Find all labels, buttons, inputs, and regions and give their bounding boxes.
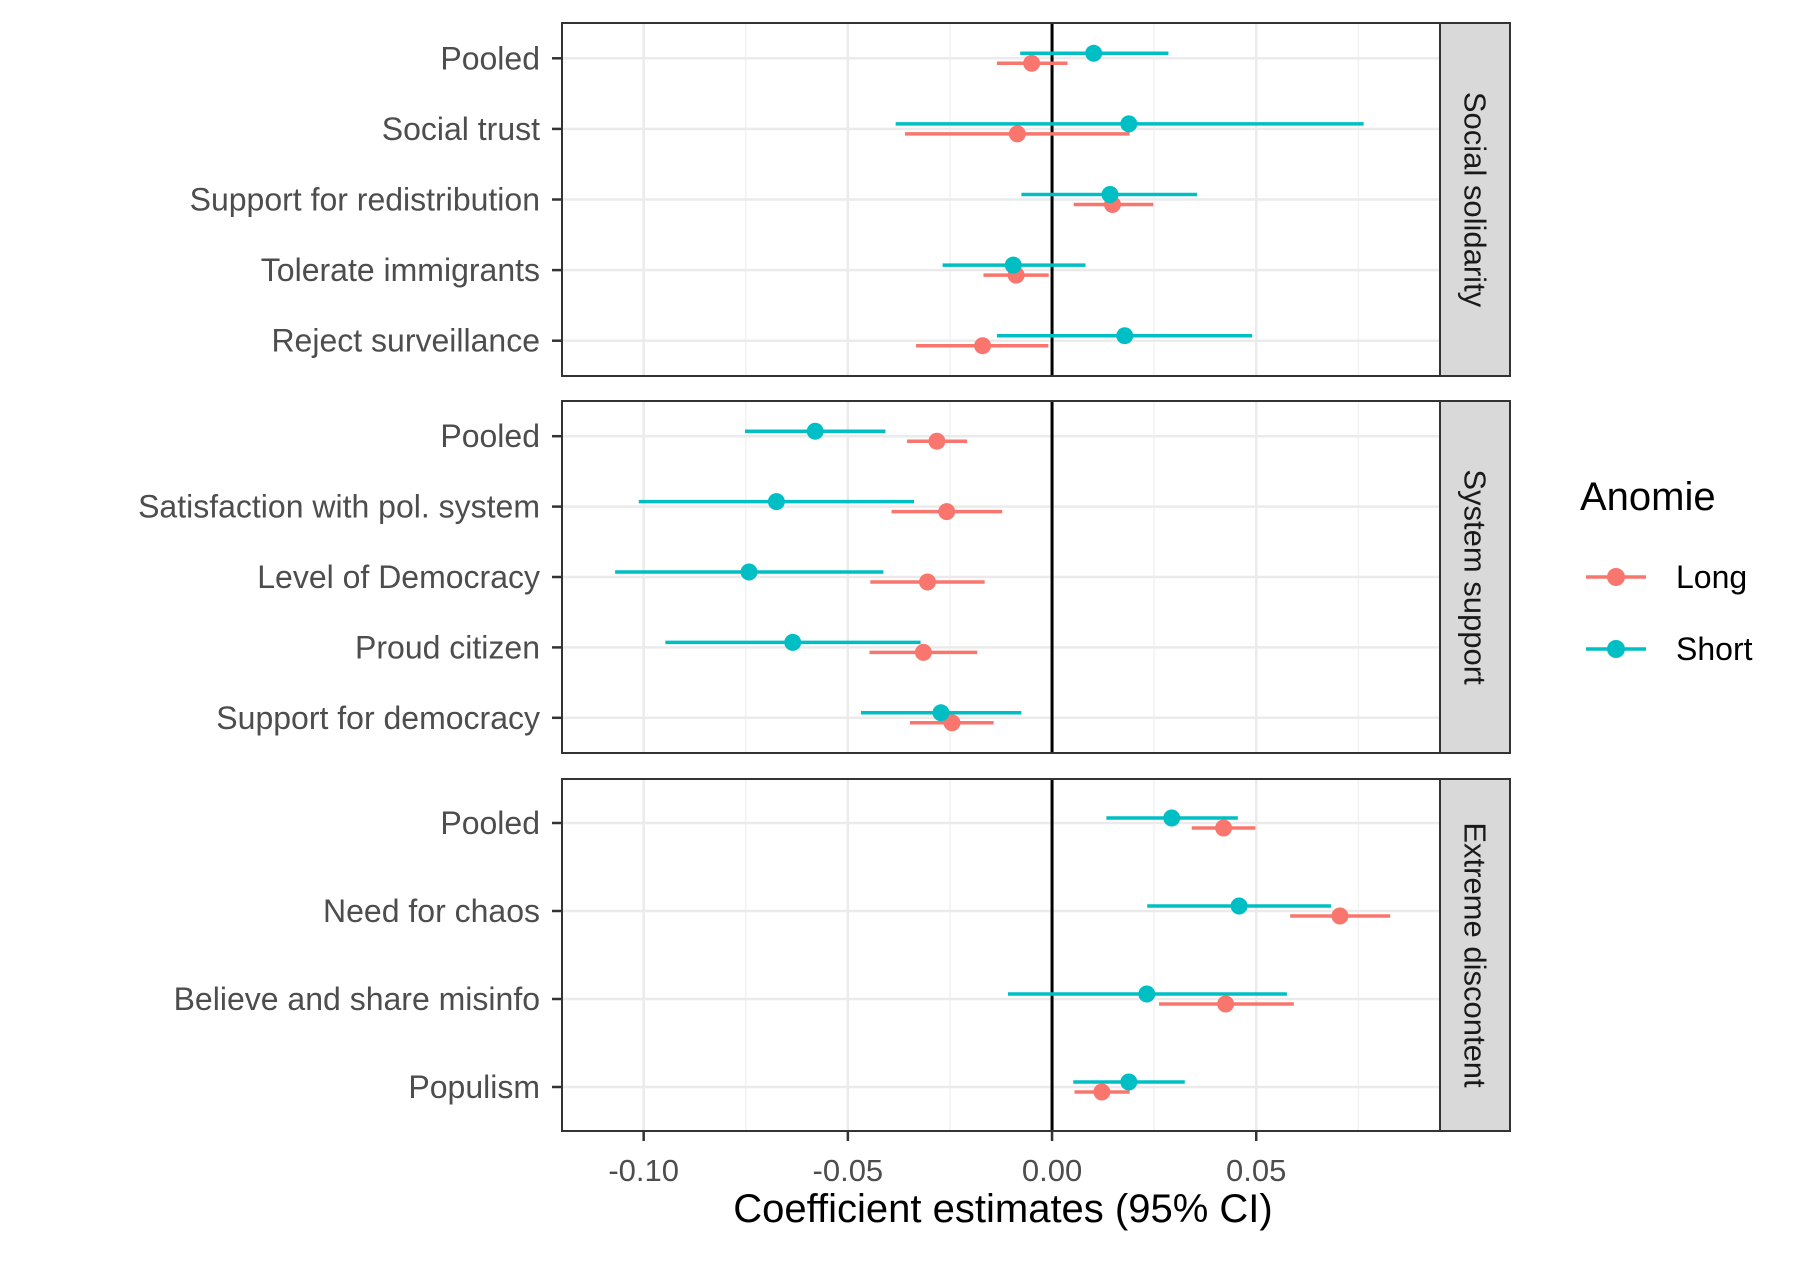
x-tick-label-0-00: 0.00 — [1022, 1153, 1082, 1188]
series-short — [1007, 809, 1331, 1091]
estimate-point-long-satisfaction-with-pol-system — [938, 503, 956, 521]
category-label-support-for-democracy: Support for democracy — [216, 700, 540, 736]
category-label-satisfaction-with-pol-system: Satisfaction with pol. system — [138, 489, 540, 525]
estimate-point-short-pooled — [806, 422, 824, 440]
facet-strip — [1439, 400, 1511, 754]
estimate-point-long-need-for-chaos — [1331, 907, 1349, 925]
estimate-point-short-pooled — [1085, 44, 1103, 62]
category-label-proud-citizen: Proud citizen — [355, 629, 540, 665]
estimate-point-long-reject-surveillance — [974, 337, 992, 355]
category-label-pooled: Pooled — [440, 805, 540, 841]
estimate-point-long-believe-and-share-misinfo — [1217, 995, 1235, 1013]
x-axis-title: Coefficient estimates (95% CI) — [733, 1187, 1272, 1231]
estimate-point-short-need-for-chaos — [1230, 897, 1248, 915]
series-long — [869, 432, 1003, 732]
estimate-point-short-support-for-democracy — [932, 704, 950, 722]
legend-key-point — [1607, 640, 1625, 658]
x-tick-label-0-10: -0.10 — [608, 1153, 679, 1188]
estimate-point-long-pooled — [928, 432, 946, 450]
estimate-point-long-support-for-democracy — [943, 714, 961, 732]
estimate-point-long-level-of-democracy — [918, 573, 936, 591]
facet-strip — [1439, 22, 1511, 377]
category-label-level-of-democracy: Level of Democracy — [257, 559, 540, 595]
estimate-point-short-believe-and-share-misinfo — [1138, 985, 1156, 1003]
facet-strip — [1439, 778, 1511, 1132]
estimate-point-short-pooled — [1163, 809, 1181, 827]
x-tick-label-0-05: 0.05 — [1226, 1153, 1286, 1188]
series-short — [895, 44, 1364, 345]
category-label-need-for-chaos: Need for chaos — [323, 893, 540, 929]
panels-layer: Pooled Social trust Support for redistribu… — [138, 22, 1511, 1132]
category-label-populism: Populism — [408, 1069, 540, 1105]
series-long — [1074, 819, 1391, 1101]
estimate-point-short-level-of-democracy — [740, 563, 758, 581]
legend-entry-long: Long — [1586, 559, 1747, 595]
x-tick-label-0-05: -0.05 — [813, 1153, 884, 1188]
facet-panel-social-solidarity: Pooled Social trust Support for redistribu… — [190, 22, 1511, 377]
legend-label-long: Long — [1676, 559, 1747, 595]
estimate-point-long-proud-citizen — [914, 643, 932, 661]
series-short — [615, 422, 1022, 722]
facet-strip-label-social-solidarity: Social solidarity — [1458, 92, 1493, 308]
facet-panel-extreme-discontent: Pooled Need for chaos Believe and share mi… — [174, 778, 1511, 1132]
facet-strip-label-extreme-discontent: Extreme discontent — [1458, 822, 1493, 1088]
category-label-pooled: Pooled — [440, 40, 540, 76]
category-label-support-for-redistribution: Support for redistribution — [190, 182, 540, 218]
panel-background — [562, 779, 1440, 1131]
estimate-point-long-social-trust — [1008, 125, 1026, 143]
estimate-point-short-populism — [1120, 1073, 1138, 1091]
category-label-believe-and-share-misinfo: Believe and share misinfo — [174, 981, 540, 1017]
estimate-point-long-populism — [1093, 1083, 1111, 1101]
facet-panel-system-support: Pooled Satisfaction with pol. system Level… — [138, 400, 1511, 754]
category-label-social-trust: Social trust — [382, 111, 540, 147]
category-label-tolerate-immigrants: Tolerate immigrants — [261, 252, 540, 288]
estimate-point-long-pooled — [1215, 819, 1233, 837]
legend-title: Anomie — [1580, 475, 1716, 519]
estimate-point-long-pooled — [1023, 54, 1041, 72]
x-axis: -0.10 -0.05 0.00 0.05 — [608, 1131, 1286, 1188]
estimate-point-short-tolerate-immigrants — [1004, 256, 1022, 274]
category-label-pooled: Pooled — [440, 418, 540, 454]
estimate-point-short-satisfaction-with-pol-system — [767, 493, 785, 511]
legend-entry-short: Short — [1586, 631, 1753, 667]
estimate-point-short-proud-citizen — [784, 633, 802, 651]
facet-strip-label-system-support: System support — [1458, 469, 1493, 685]
estimate-point-short-reject-surveillance — [1116, 327, 1134, 345]
category-label-reject-surveillance: Reject surveillance — [271, 323, 540, 359]
estimate-point-short-social-trust — [1120, 115, 1138, 133]
estimate-point-short-support-for-redistribution — [1101, 186, 1119, 203]
legend: Anomie Long Short — [1580, 475, 1753, 667]
legend-label-short: Short — [1676, 631, 1753, 667]
legend-key-point — [1607, 568, 1625, 586]
